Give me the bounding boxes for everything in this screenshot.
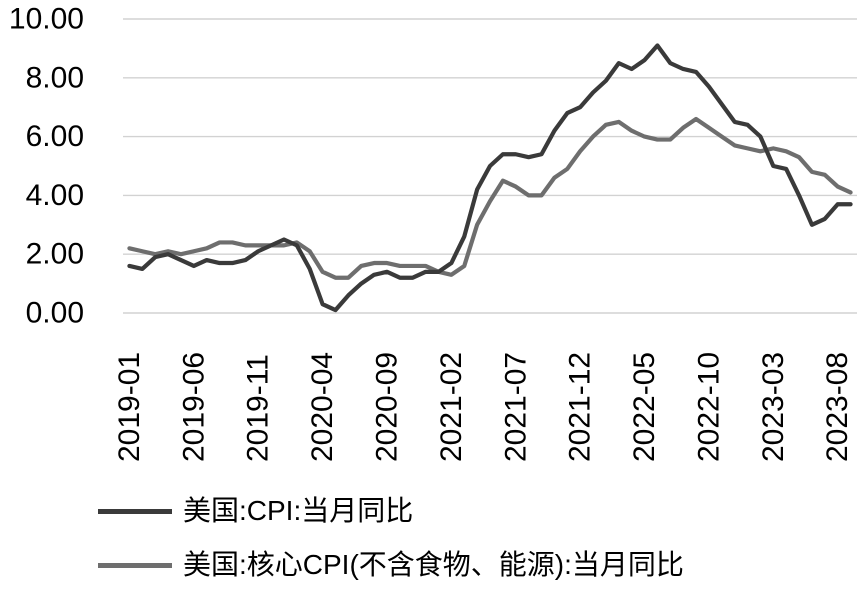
x-axis-tick-label: 2022-10 <box>692 352 725 462</box>
line-chart-plot: 0.00 2.00 4.00 6.00 8.00 10.00 2019-01 2019-06 2… <box>9 3 857 462</box>
x-axis-tick-label: 2021-12 <box>564 352 597 462</box>
legend: 美国:CPI:当月同比 美国:核心CPI(不含食物、能源):当月同比 <box>0 0 865 579</box>
x-axis-tick-label: 2020-04 <box>306 352 339 462</box>
y-axis-tick-label: 8.00 <box>26 61 84 94</box>
legend-item-core-cpi: 美国:核心CPI(不含食物、能源):当月同比 <box>98 541 684 589</box>
legend-label-cpi: 美国:CPI:当月同比 <box>183 495 414 526</box>
x-axis-tick-label: 2020-09 <box>370 352 403 462</box>
x-axis-tick-label: 2019-01 <box>113 352 146 462</box>
legend-label-core-cpi: 美国:核心CPI(不含食物、能源):当月同比 <box>183 549 684 580</box>
series-line <box>127 43 853 313</box>
legend-line-swatch-cpi <box>98 508 172 514</box>
legend-line-swatch-core-cpi <box>98 562 172 568</box>
y-axis-tick-label: 0.00 <box>26 297 84 330</box>
legend-item-cpi: 美国:CPI:当月同比 <box>98 487 413 535</box>
x-axis-tick-label: 2019-06 <box>177 352 210 462</box>
x-axis-tick-label: 2023-03 <box>757 352 790 462</box>
y-axis-tick-label: 2.00 <box>26 238 84 271</box>
x-axis-tick-label: 2019-11 <box>242 354 275 462</box>
x-axis-tick-label: 2021-07 <box>499 352 532 462</box>
y-axis-tick-label: 6.00 <box>26 120 84 153</box>
x-axis-tick-label: 2023-08 <box>821 352 854 462</box>
x-axis-tick-label: 2021-02 <box>435 352 468 462</box>
x-axis-tick-label: 2022-05 <box>628 352 661 462</box>
y-axis-tick-label: 10.00 <box>9 3 84 36</box>
series-line <box>127 116 853 280</box>
y-axis-tick-label: 4.00 <box>26 179 84 212</box>
